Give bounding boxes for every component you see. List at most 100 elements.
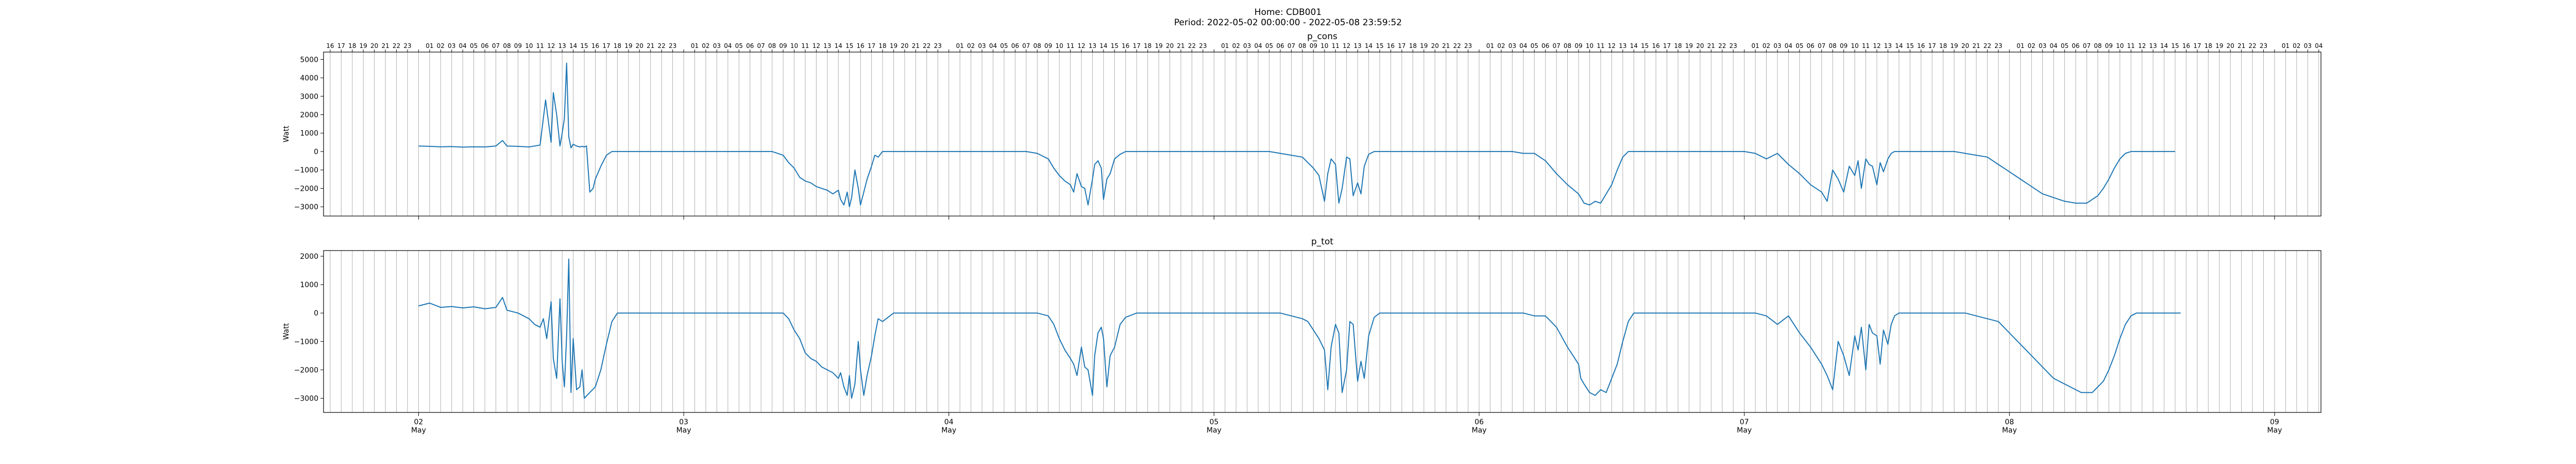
top-hour-label: 02	[1762, 42, 1770, 49]
top-hour-label: 22	[658, 42, 666, 49]
x-month-label: May	[1207, 426, 1222, 435]
top-hour-label: 06	[2072, 42, 2079, 49]
top-hour-label: 21	[647, 42, 654, 49]
top-hour-label: 22	[923, 42, 930, 49]
top-hour-label: 03	[2304, 42, 2312, 49]
top-hour-label: 09	[514, 42, 522, 49]
top-hour-label: 09	[1044, 42, 1052, 49]
top-hour-label: 11	[1332, 42, 1340, 49]
top-hour-label: 10	[1586, 42, 1594, 49]
top-hour-label: 18	[348, 42, 356, 49]
x-day-label: 02	[414, 418, 423, 426]
y-tick-label: −2000	[294, 366, 318, 374]
top-hour-label: 22	[1718, 42, 1726, 49]
top-hour-label: 16	[857, 42, 865, 49]
top-hour-label: 01	[1751, 42, 1759, 49]
top-hour-label: 05	[2061, 42, 2069, 49]
top-hour-label: 20	[636, 42, 643, 49]
top-hour-label: 16	[1652, 42, 1659, 49]
top-hour-label: 16	[1122, 42, 1129, 49]
top-hour-label: 20	[370, 42, 378, 49]
y-tick-label: 0	[314, 148, 318, 156]
top-hour-label: 10	[790, 42, 798, 49]
top-hour-label: 23	[2260, 42, 2267, 49]
top-hour-label: 14	[1099, 42, 1107, 49]
top-hour-label: 07	[757, 42, 765, 49]
top-hour-label: 17	[337, 42, 345, 49]
top-hour-label: 15	[1111, 42, 1118, 49]
y-tick-label: 4000	[300, 74, 318, 82]
top-hour-label: 12	[547, 42, 555, 49]
top-hour-label: 21	[1442, 42, 1450, 49]
top-hour-label: 09	[1310, 42, 1317, 49]
top-hour-label: 19	[890, 42, 897, 49]
top-hour-label: 07	[1287, 42, 1295, 49]
top-hour-label: 16	[1387, 42, 1395, 49]
top-hour-label: 14	[1365, 42, 1372, 49]
top-hour-label: 20	[1961, 42, 1969, 49]
top-hour-label: 20	[901, 42, 908, 49]
top-hour-label: 06	[1276, 42, 1284, 49]
top-hour-label: 03	[448, 42, 455, 49]
top-hour-label: 04	[989, 42, 997, 49]
top-hour-label: 16	[1917, 42, 1925, 49]
top-hour-label: 04	[1254, 42, 1262, 49]
period-title: Period: 2022-05-02 00:00:00 - 2022-05-08…	[1174, 18, 1402, 28]
y-tick-label: −3000	[294, 203, 318, 211]
top-hour-label: 15	[580, 42, 588, 49]
x-month-label: May	[2002, 426, 2017, 435]
x-day-label: 07	[1740, 418, 1749, 426]
y-axis-label: Watt	[282, 125, 291, 142]
top-hour-label: 15	[1641, 42, 1649, 49]
top-hour-label: 13	[1089, 42, 1096, 49]
top-hour-label: 23	[934, 42, 942, 49]
top-hour-label: 10	[1320, 42, 1328, 49]
top-hour-label: 18	[1939, 42, 1947, 49]
x-month-label: May	[2267, 426, 2282, 435]
top-hour-label: 11	[1597, 42, 1604, 49]
y-tick-label: −1000	[294, 167, 318, 175]
subplot-title: p_cons	[1307, 31, 1337, 42]
x-month-label: May	[1737, 426, 1752, 435]
top-hour-label: 10	[1851, 42, 1858, 49]
top-hour-label: 12	[1873, 42, 1880, 49]
top-hour-label: 04	[2049, 42, 2057, 49]
top-hour-label: 16	[2182, 42, 2190, 49]
top-hour-label: 01	[426, 42, 433, 49]
top-hour-label: 06	[746, 42, 754, 49]
top-hour-label: 12	[1343, 42, 1350, 49]
hour-gridlines	[330, 52, 2319, 216]
top-hour-label: 19	[1685, 42, 1693, 49]
axes-frame	[323, 250, 2321, 413]
top-hour-label: 16	[326, 42, 334, 49]
top-hour-label: 05	[1531, 42, 1538, 49]
top-hour-label: 08	[1564, 42, 1571, 49]
top-hour-label: 22	[2248, 42, 2256, 49]
y-tick-label: −1000	[294, 338, 318, 346]
top-hour-label: 13	[2149, 42, 2157, 49]
x-day-label: 03	[679, 418, 688, 426]
top-hour-label: 21	[2238, 42, 2245, 49]
top-hour-label: 18	[1409, 42, 1417, 49]
top-hour-label: 13	[1353, 42, 1361, 49]
top-hour-label: 05	[1795, 42, 1803, 49]
top-hour-label: 19	[360, 42, 367, 49]
y-tick-label: 1000	[300, 281, 318, 289]
top-hour-label: 17	[1928, 42, 1936, 49]
series-line-p_tot	[418, 258, 2181, 399]
top-hour-label: 17	[1398, 42, 1405, 49]
top-hour-label: 19	[1155, 42, 1162, 49]
top-hour-label: 03	[713, 42, 721, 49]
home-title: Home: CDB001	[1254, 7, 1322, 18]
top-hour-label: 02	[2028, 42, 2036, 49]
top-hour-label: 05	[470, 42, 478, 49]
top-hour-label: 09	[1574, 42, 1582, 49]
top-hour-label: 04	[1519, 42, 1527, 49]
top-hour-label: 07	[1022, 42, 1030, 49]
top-hour-label: 07	[492, 42, 500, 49]
top-hour-label: 03	[1773, 42, 1781, 49]
top-hour-label: 15	[2171, 42, 2179, 49]
top-hour-label: 01	[2016, 42, 2024, 49]
top-hour-label: 02	[437, 42, 445, 49]
top-hour-label: 15	[1906, 42, 1914, 49]
